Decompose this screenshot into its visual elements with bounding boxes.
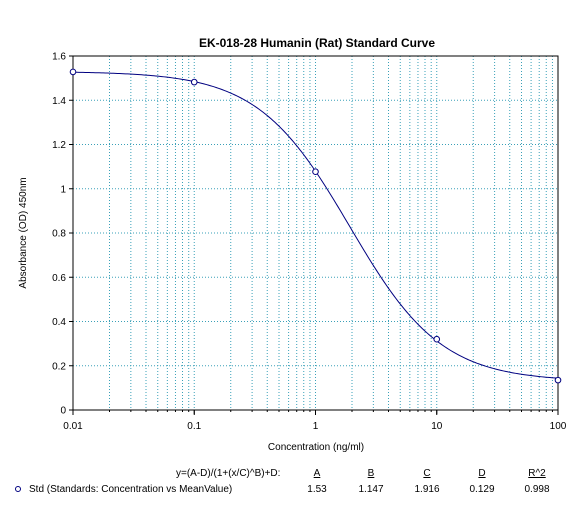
fit-value-d: 0.129 xyxy=(469,484,494,495)
y-tick-label: 0 xyxy=(60,406,66,417)
data-point xyxy=(554,376,562,384)
legend-marker xyxy=(15,486,21,492)
data-points xyxy=(69,68,562,384)
y-tick-label: 1.4 xyxy=(52,96,66,107)
axis-ticks: 0 0.2 0.4 0.6 0.8 1 1.2 1.4 1.6 0.01 0.1 1 10 100 xyxy=(52,52,567,433)
y-tick-label: 0.2 xyxy=(52,361,66,372)
x-tick-label: 0.1 xyxy=(187,421,201,432)
fit-header-c: C xyxy=(423,468,430,479)
fit-value-c: 1.916 xyxy=(414,484,439,495)
data-point xyxy=(312,168,319,176)
y-tick-label: 0.6 xyxy=(52,273,66,284)
y-tick-label: 0.8 xyxy=(52,229,66,240)
chart-title: EK-018-28 Humanin (Rat) Standard Curve xyxy=(199,36,435,50)
data-point xyxy=(190,78,198,86)
fit-value-r2: 0.998 xyxy=(524,484,549,495)
fit-header-r2: R^2 xyxy=(528,468,546,479)
y-axis-label: Absorbance (OD) 450nm xyxy=(18,177,29,288)
data-point xyxy=(433,335,441,343)
x-axis-label: Concentration (ng/ml) xyxy=(268,442,364,453)
fit-header-a: A xyxy=(314,468,321,479)
legend-series-name: Std (Standards: Concentration vs MeanVal… xyxy=(29,484,232,495)
y-tick-label: 1.6 xyxy=(52,52,66,63)
data-point xyxy=(69,68,77,76)
x-tick-label: 1 xyxy=(313,421,319,432)
y-tick-label: 0.4 xyxy=(52,317,66,328)
fit-value-a: 1.53 xyxy=(307,484,327,495)
grid xyxy=(73,56,558,410)
x-tick-label: 100 xyxy=(550,421,567,432)
fit-equation: y=(A-D)/(1+(x/C)^B)+D: xyxy=(176,468,280,479)
y-tick-label: 1 xyxy=(60,184,66,195)
x-tick-label: 10 xyxy=(431,421,443,432)
x-tick-label: 0.01 xyxy=(63,421,83,432)
fit-value-b: 1.147 xyxy=(358,484,383,495)
y-tick-label: 1.2 xyxy=(52,140,66,151)
fit-header-b: B xyxy=(368,468,375,479)
fit-header-d: D xyxy=(478,468,485,479)
